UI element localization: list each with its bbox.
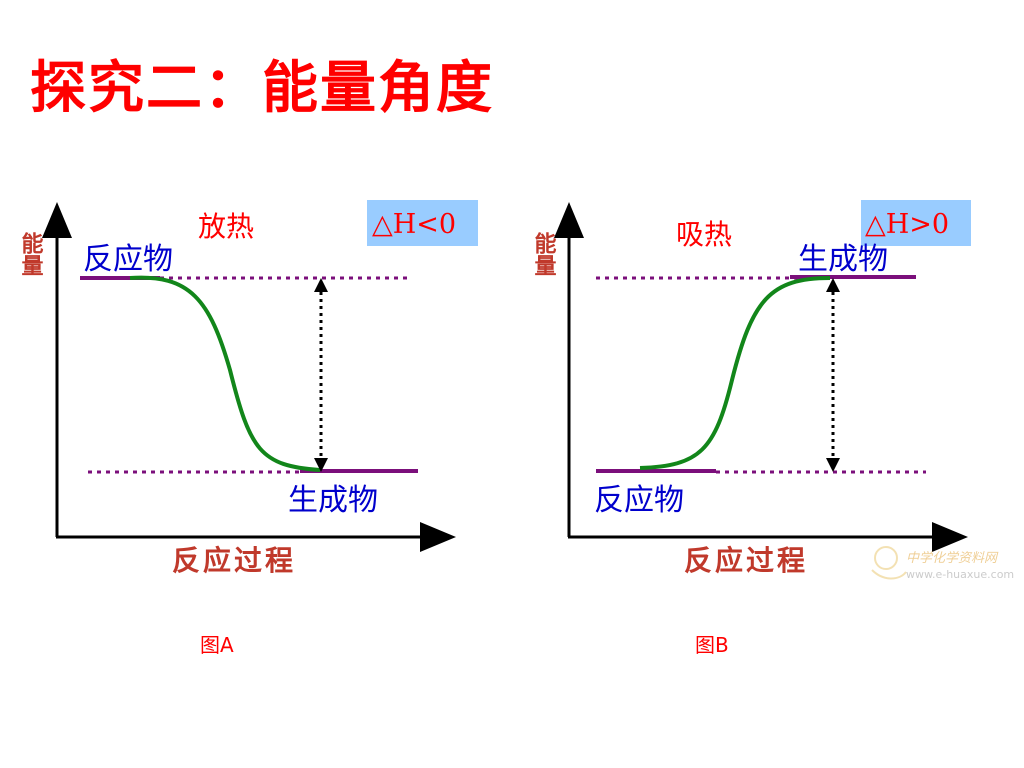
diagram-a-x-label: 反应过程	[172, 544, 296, 577]
diagram-b: 能量 吸热 △H>0 生成物 反应物 反应过程 图B	[531, 200, 971, 657]
diagram-a-reactant-label: 反应物	[83, 242, 173, 277]
diagram-a-delta-h: △H<0	[372, 209, 456, 240]
diagram-a-arrow-head-up	[314, 278, 328, 292]
diagram-b-delta-h-box	[861, 200, 971, 246]
diagram-a-energy-curve	[129, 275, 321, 472]
diagram-b-y-label: 能量	[531, 231, 557, 276]
watermark-name: 中学化学资料网	[906, 550, 999, 566]
diagram-b-reactant-label: 反应物	[594, 483, 684, 518]
watermark-logo-icon	[874, 546, 898, 570]
diagram-a-heat-label: 放热	[198, 210, 254, 243]
watermark-swoosh-icon	[871, 569, 907, 580]
watermark-url: www.e-huaxue.com	[906, 568, 1014, 581]
watermark: 中学化学资料网 www.e-huaxue.com	[871, 546, 1014, 581]
diagram-a: 能量 放热 △H<0 反应物 生成物 反应过程 图A	[18, 200, 478, 657]
diagram-b-heat-label: 吸热	[676, 218, 732, 251]
diagram-a-arrow-head-down	[314, 458, 328, 472]
diagram-b-delta-h: △H>0	[865, 209, 949, 240]
diagram-a-caption: 图A	[200, 633, 234, 657]
diagram-a-y-label-char-1: 能量	[18, 231, 44, 276]
diagram-b-arrow-head-up	[826, 278, 840, 292]
diagram-a-product-label: 生成物	[288, 483, 378, 518]
diagram-b-product-label: 生成物	[798, 242, 888, 277]
diagram-b-arrow-head-down	[826, 458, 840, 472]
diagram-b-caption: 图B	[695, 633, 729, 657]
page-title: 探究二：能量角度	[30, 56, 494, 121]
diagram-b-x-label: 反应过程	[684, 544, 808, 577]
diagram-b-energy-curve	[639, 276, 831, 470]
diagram-a-delta-h-box	[367, 200, 478, 246]
